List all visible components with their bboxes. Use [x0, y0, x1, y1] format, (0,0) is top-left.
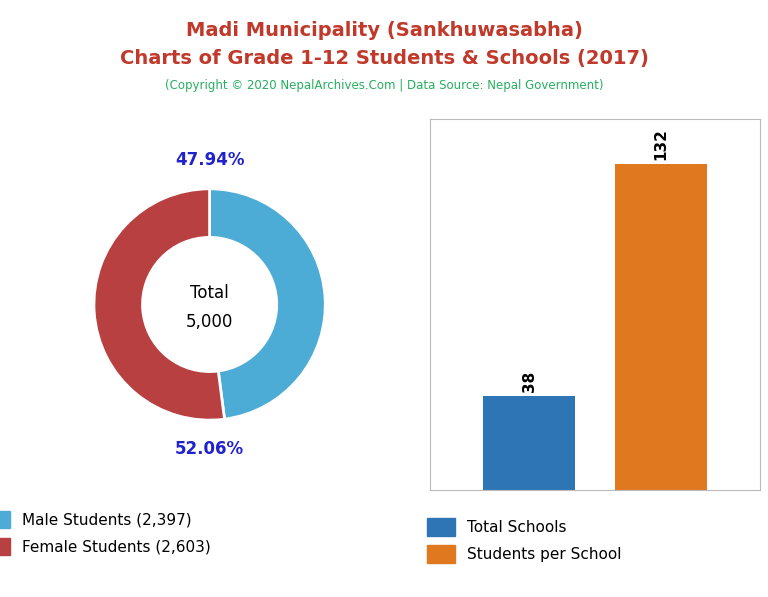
Text: 132: 132	[654, 128, 669, 160]
Bar	[483, 396, 575, 490]
Wedge shape	[210, 189, 326, 419]
Wedge shape	[94, 189, 224, 420]
Text: Madi Municipality (Sankhuwasabha): Madi Municipality (Sankhuwasabha)	[186, 21, 582, 40]
Text: 38: 38	[521, 371, 537, 392]
Text: Total: Total	[190, 284, 229, 302]
Text: 5,000: 5,000	[186, 313, 233, 331]
Text: 52.06%: 52.06%	[175, 440, 244, 458]
Bar	[615, 164, 707, 490]
Legend: Male Students (2,397), Female Students (2,603): Male Students (2,397), Female Students (…	[0, 504, 217, 561]
Text: (Copyright © 2020 NepalArchives.Com | Data Source: Nepal Government): (Copyright © 2020 NepalArchives.Com | Da…	[165, 79, 603, 92]
Text: 47.94%: 47.94%	[175, 151, 244, 169]
Text: Charts of Grade 1-12 Students & Schools (2017): Charts of Grade 1-12 Students & Schools …	[120, 49, 648, 68]
Legend: Total Schools, Students per School: Total Schools, Students per School	[421, 512, 627, 569]
